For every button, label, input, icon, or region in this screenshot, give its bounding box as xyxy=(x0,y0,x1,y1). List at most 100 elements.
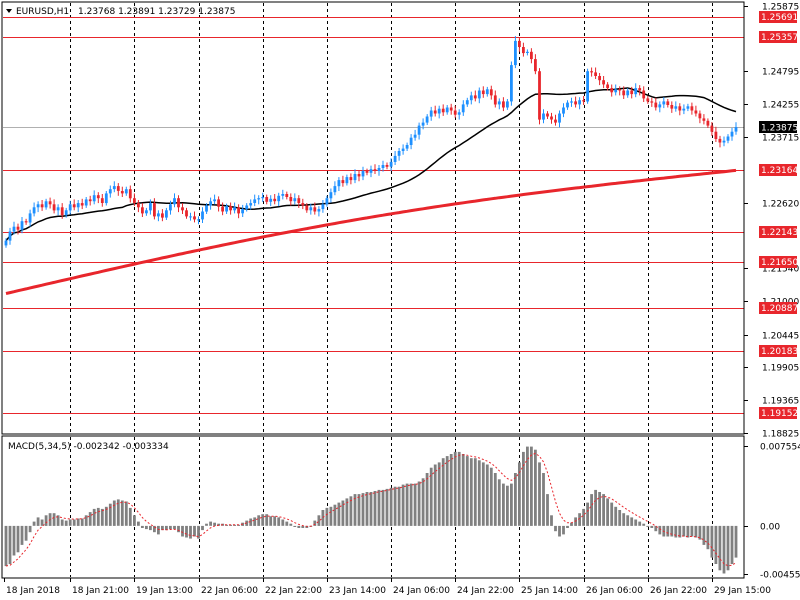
macd-bar xyxy=(88,512,92,526)
macd-bar xyxy=(197,525,200,539)
candle-body xyxy=(413,134,417,138)
macd-bar xyxy=(722,525,726,574)
macd-bar xyxy=(193,525,196,537)
candle-body xyxy=(112,186,116,190)
macd-bar xyxy=(666,525,670,537)
macd-bar xyxy=(393,486,397,526)
candle-body xyxy=(357,174,361,177)
macd-bar xyxy=(493,473,497,526)
macd-bar xyxy=(273,516,277,526)
macd-bar xyxy=(469,458,473,526)
candle-body xyxy=(730,131,734,137)
candle-body xyxy=(457,112,461,115)
macd-bar xyxy=(546,494,549,526)
chevron-down-icon[interactable] xyxy=(6,9,12,13)
time-tick-label: 25 Jan 14:00 xyxy=(521,586,578,596)
candle-body xyxy=(20,221,24,230)
macd-bar xyxy=(718,525,722,571)
macd-bar xyxy=(606,498,609,526)
macd-bar xyxy=(630,517,634,526)
macd-bar xyxy=(289,523,293,526)
price-level-label: 1.19152 xyxy=(761,409,798,419)
macd-bar xyxy=(670,525,674,537)
candle-body xyxy=(273,198,277,202)
macd-bar xyxy=(473,458,477,526)
candle-body xyxy=(453,110,457,115)
candle-body xyxy=(161,213,164,218)
candle-body xyxy=(518,40,521,47)
macd-bar xyxy=(389,487,393,526)
candle-body xyxy=(630,90,634,95)
candle-body xyxy=(56,207,60,211)
price-level-label: 1.20887 xyxy=(761,304,798,314)
macd-bar xyxy=(594,489,597,526)
macd-bar xyxy=(277,517,281,526)
macd-bar xyxy=(40,519,44,526)
macd-bar xyxy=(489,467,493,526)
candle-body xyxy=(477,90,481,99)
macd-bar xyxy=(538,462,541,526)
candle-body xyxy=(722,140,726,143)
candle-body xyxy=(449,107,453,111)
macd-bar xyxy=(726,525,730,571)
candle-body xyxy=(173,198,176,205)
macd-bar xyxy=(429,467,433,526)
macd-bar xyxy=(437,462,441,526)
candle-body xyxy=(522,47,525,54)
macd-bar xyxy=(337,502,341,526)
candle-body xyxy=(542,113,545,120)
time-tick-label: 26 Jan 22:00 xyxy=(650,586,707,596)
candle-body xyxy=(377,168,381,171)
macd-bar xyxy=(201,525,204,531)
macd-bar xyxy=(365,492,369,526)
candle-body xyxy=(646,98,650,102)
price-tick-label: 1.25875 xyxy=(762,3,799,13)
candle-body xyxy=(373,169,377,171)
macd-bar xyxy=(674,525,678,538)
macd-bar xyxy=(341,500,345,526)
macd-bar xyxy=(225,524,228,526)
macd-bar xyxy=(570,522,573,526)
candle-body xyxy=(618,89,622,91)
macd-bar xyxy=(562,525,565,535)
candlesticks[interactable] xyxy=(4,36,738,248)
candle-body xyxy=(469,95,473,101)
candle-body xyxy=(682,108,686,111)
candle-body xyxy=(405,145,409,149)
macd-bar xyxy=(145,525,148,530)
candle-body xyxy=(329,192,333,199)
candle-body xyxy=(76,203,80,208)
candle-body xyxy=(72,204,76,208)
macd-bar xyxy=(233,524,236,526)
candle-body xyxy=(237,207,240,214)
candle-body xyxy=(137,203,140,208)
candle-body xyxy=(321,204,325,210)
candle-body xyxy=(590,71,593,73)
macd-bar xyxy=(189,525,192,539)
candle-body xyxy=(506,101,509,108)
candle-body xyxy=(205,205,208,212)
candle-body xyxy=(313,207,317,212)
candle-body xyxy=(225,206,228,212)
candle-body xyxy=(88,199,92,202)
candle-body xyxy=(602,80,605,85)
macd-bar xyxy=(80,518,84,526)
candle-body xyxy=(80,203,84,206)
candle-body xyxy=(534,59,537,72)
candle-body xyxy=(710,125,714,132)
candle-body xyxy=(337,180,341,187)
macd-bar xyxy=(694,525,698,538)
chart-header: EURUSD,H1 1.23768 1.23891 1.23729 1.2387… xyxy=(6,7,235,17)
macd-bar xyxy=(209,521,212,526)
time-tick-label: 22 Jan 06:00 xyxy=(201,586,258,596)
candle-body xyxy=(674,106,678,109)
candle-body xyxy=(389,161,393,167)
candle-body xyxy=(598,76,601,81)
time-tick-label: 18 Jan 2018 xyxy=(6,586,60,596)
macd-bar xyxy=(72,519,76,526)
macd-bar xyxy=(297,525,301,528)
macd-bar xyxy=(377,489,381,526)
candle-body xyxy=(285,194,289,197)
